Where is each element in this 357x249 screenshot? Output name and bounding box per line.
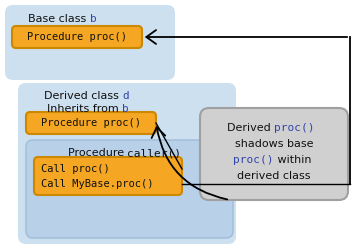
Text: Inherits from: Inherits from: [47, 104, 122, 114]
Text: shadows base: shadows base: [235, 139, 313, 149]
FancyBboxPatch shape: [200, 108, 348, 200]
Text: d: d: [122, 91, 129, 101]
FancyBboxPatch shape: [26, 140, 233, 238]
Text: Procedure proc(): Procedure proc(): [41, 118, 141, 128]
Text: proc(): proc(): [274, 123, 315, 133]
Text: b: b: [90, 14, 97, 24]
Text: Procedure: Procedure: [68, 148, 127, 158]
Text: Derived: Derived: [227, 123, 274, 133]
Text: b: b: [122, 104, 129, 114]
Text: Base class: Base class: [28, 14, 90, 24]
FancyBboxPatch shape: [12, 26, 142, 48]
FancyBboxPatch shape: [34, 157, 182, 195]
Text: derived class: derived class: [237, 171, 311, 181]
FancyBboxPatch shape: [18, 83, 236, 244]
Text: Derived class: Derived class: [44, 91, 122, 101]
Text: caller(): caller(): [127, 148, 181, 158]
Text: Procedure proc(): Procedure proc(): [27, 32, 127, 42]
FancyArrowPatch shape: [152, 127, 227, 199]
FancyBboxPatch shape: [26, 112, 156, 134]
Text: proc(): proc(): [233, 155, 274, 165]
Text: Call proc(): Call proc(): [41, 164, 110, 174]
Text: within: within: [274, 155, 312, 165]
FancyArrowPatch shape: [146, 30, 347, 44]
Text: Call MyBase.proc(): Call MyBase.proc(): [41, 179, 154, 189]
FancyBboxPatch shape: [5, 5, 175, 80]
